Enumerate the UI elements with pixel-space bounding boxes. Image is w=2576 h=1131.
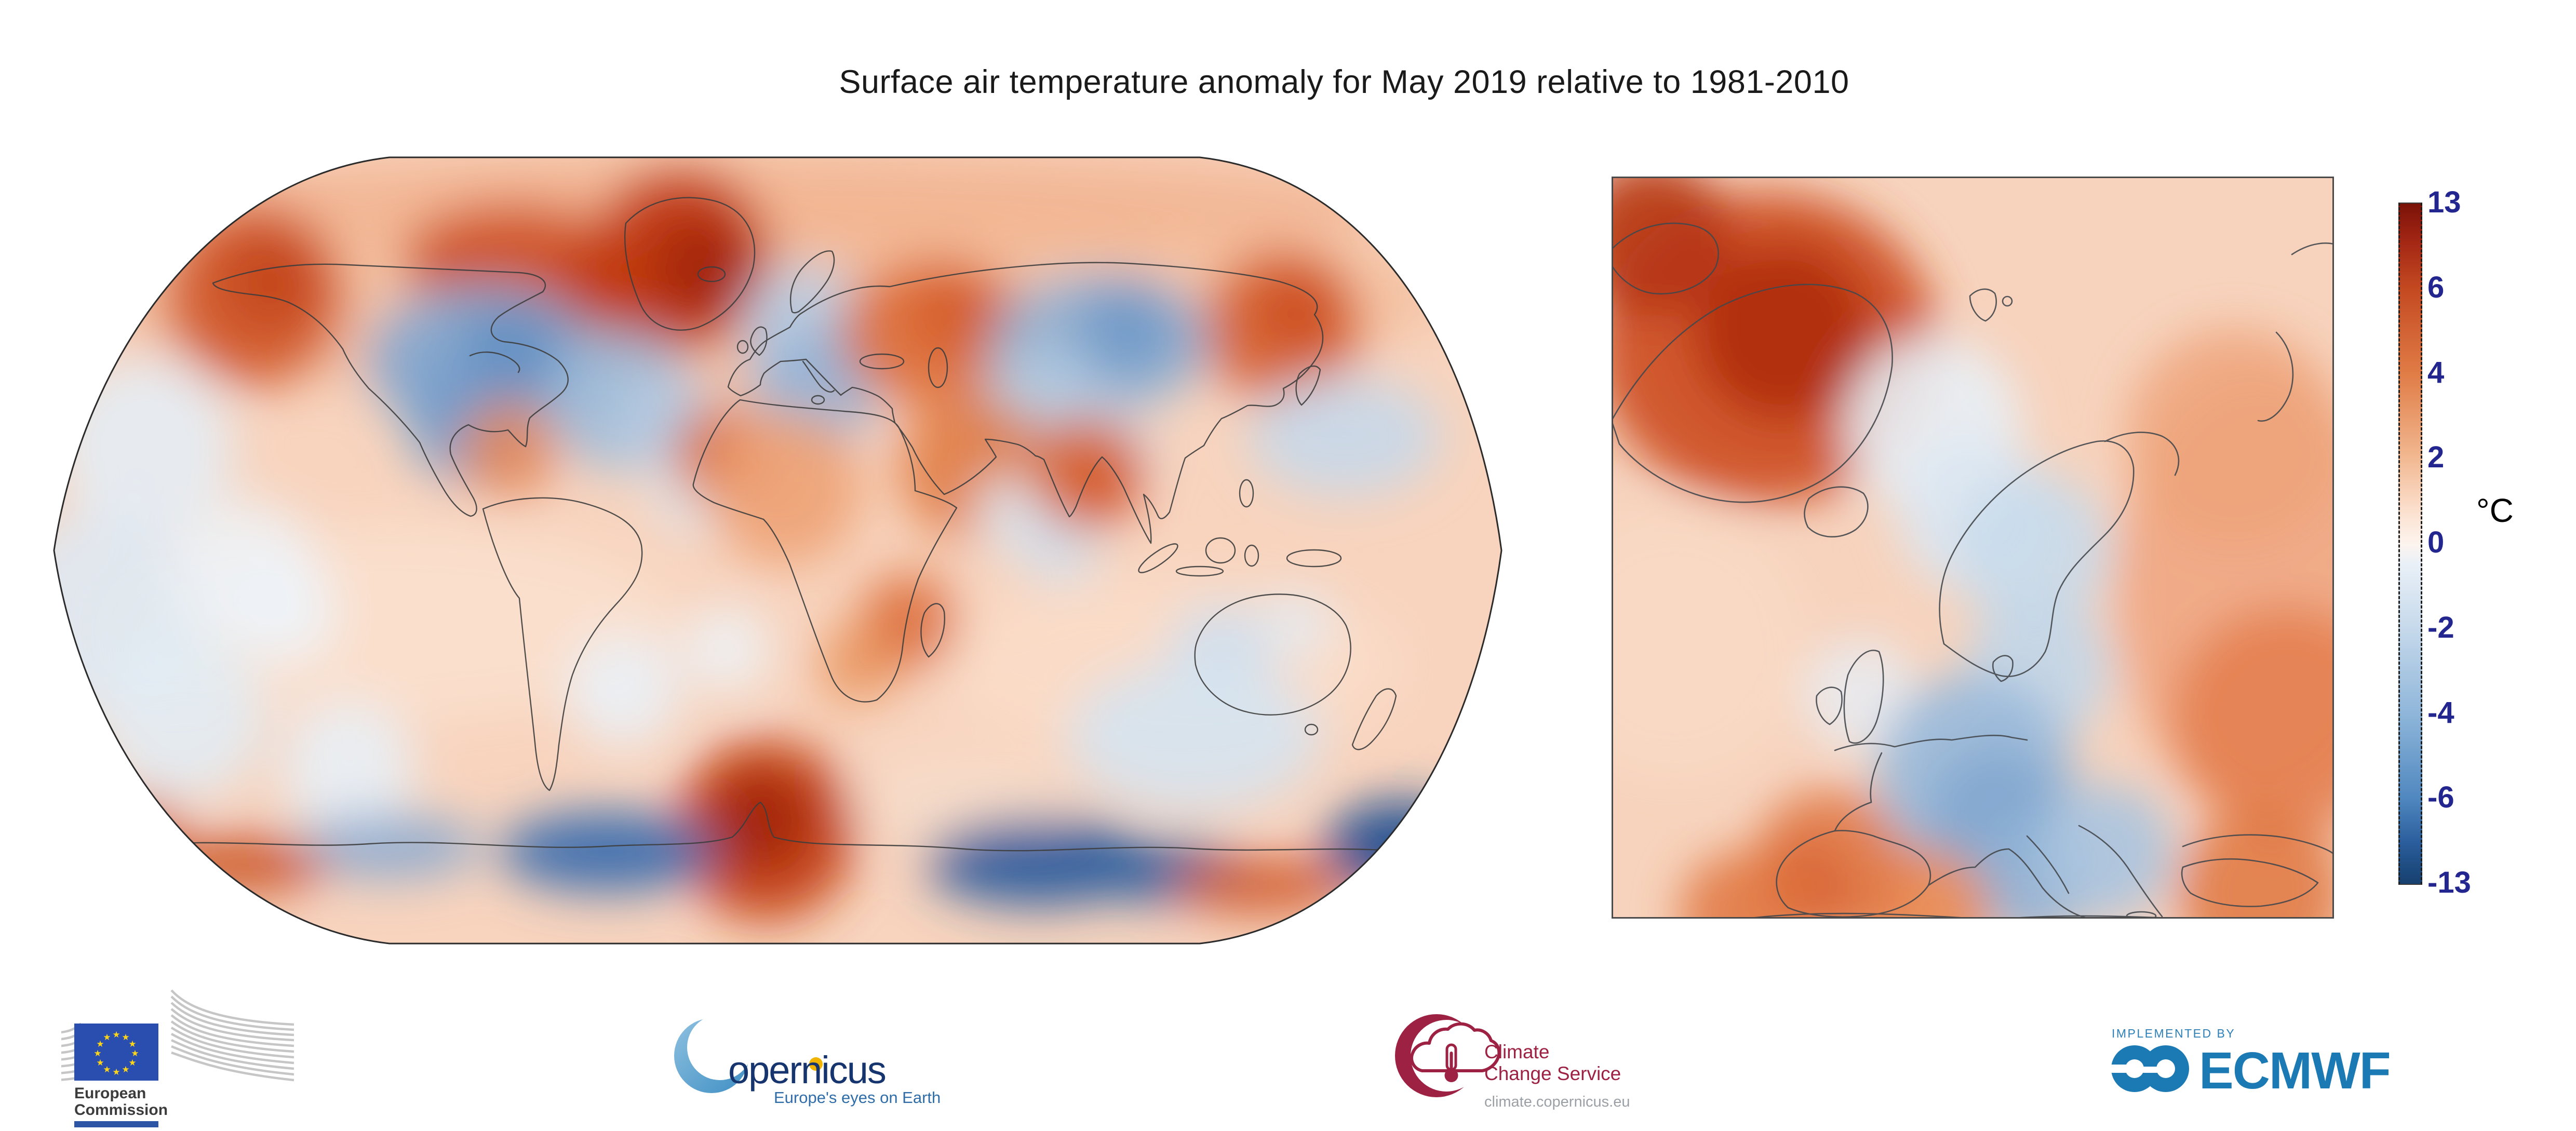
svg-text:★: ★ xyxy=(122,1065,129,1075)
svg-text:★: ★ xyxy=(128,1058,136,1068)
colorbar-tick-6: 6 xyxy=(2427,271,2445,304)
europe-coastlines xyxy=(1612,222,2334,919)
copernicus-crescent-icon xyxy=(674,1015,753,1093)
world-anomaly-field xyxy=(54,157,1501,944)
svg-text:★: ★ xyxy=(112,1067,120,1078)
c3s-wordmark-line2: Change Service xyxy=(1484,1063,1621,1084)
world-coastlines xyxy=(134,197,1397,852)
ec-wordmark-line2: Commission xyxy=(74,1101,168,1119)
page-title: Surface air temperature anomaly for May … xyxy=(839,64,1849,100)
colorbar-unit-label: °C xyxy=(2476,492,2514,529)
ecmwf-logo: IMPLEMENTED BY ECMWF xyxy=(2108,1027,2391,1097)
world-map-outline xyxy=(53,156,1502,945)
europe-map-border xyxy=(1612,177,2334,919)
colorbar-tick-13: 13 xyxy=(2427,185,2461,219)
svg-text:★: ★ xyxy=(96,1058,104,1068)
european-commission-logo: ★ ★★ ★★★ ★★★ ★★★ European Commission xyxy=(61,989,294,1127)
svg-text:★: ★ xyxy=(128,1039,136,1049)
colorbar-tick-m6: -6 xyxy=(2427,780,2454,814)
ec-underline-bar xyxy=(74,1121,158,1127)
europe-anomaly-map xyxy=(1612,177,2334,919)
ec-wordmark-line1: European xyxy=(74,1085,146,1102)
eu-flag-icon: ★ ★★ ★★★ ★★★ ★★★ xyxy=(74,1024,158,1081)
copernicus-sun-icon xyxy=(809,1057,823,1071)
copernicus-tagline: Europe's eyes on Earth xyxy=(774,1088,941,1107)
svg-text:★: ★ xyxy=(103,1065,111,1075)
climate-change-service-logo: Climate Change Service climate.copernicu… xyxy=(1395,1014,1630,1110)
c3s-url: climate.copernicus.eu xyxy=(1484,1094,1630,1110)
colorbar-tick-m13: -13 xyxy=(2427,866,2471,899)
copernicus-wordmark: opernicus xyxy=(728,1048,886,1092)
colorbar-tick-4: 4 xyxy=(2427,356,2445,389)
svg-text:★: ★ xyxy=(122,1032,129,1043)
europe-anomaly-field xyxy=(1612,177,2334,919)
svg-text:★: ★ xyxy=(103,1032,111,1043)
ecmwf-mark-icon xyxy=(2108,1045,2189,1092)
svg-text:★: ★ xyxy=(112,1030,120,1040)
colorbar-tick-m2: -2 xyxy=(2427,611,2454,644)
ecmwf-kicker: IMPLEMENTED BY xyxy=(2112,1027,2235,1040)
colorbar xyxy=(2398,203,2422,885)
c3s-wordmark-line1: Climate xyxy=(1484,1041,1549,1062)
svg-text:★: ★ xyxy=(93,1048,101,1059)
colorbar-tick-m4: -4 xyxy=(2427,696,2454,730)
svg-text:★: ★ xyxy=(131,1048,139,1059)
svg-text:★: ★ xyxy=(96,1039,104,1049)
world-anomaly-map xyxy=(53,156,1502,945)
copernicus-logo: opernicus Europe's eyes on Earth xyxy=(674,1015,941,1107)
colorbar-tick-2: 2 xyxy=(2427,440,2445,474)
ecmwf-wordmark: ECMWF xyxy=(2199,1042,2390,1097)
colorbar-tick-0: 0 xyxy=(2427,526,2445,559)
c3s-crescent-cloud-icon xyxy=(1395,1014,1501,1097)
